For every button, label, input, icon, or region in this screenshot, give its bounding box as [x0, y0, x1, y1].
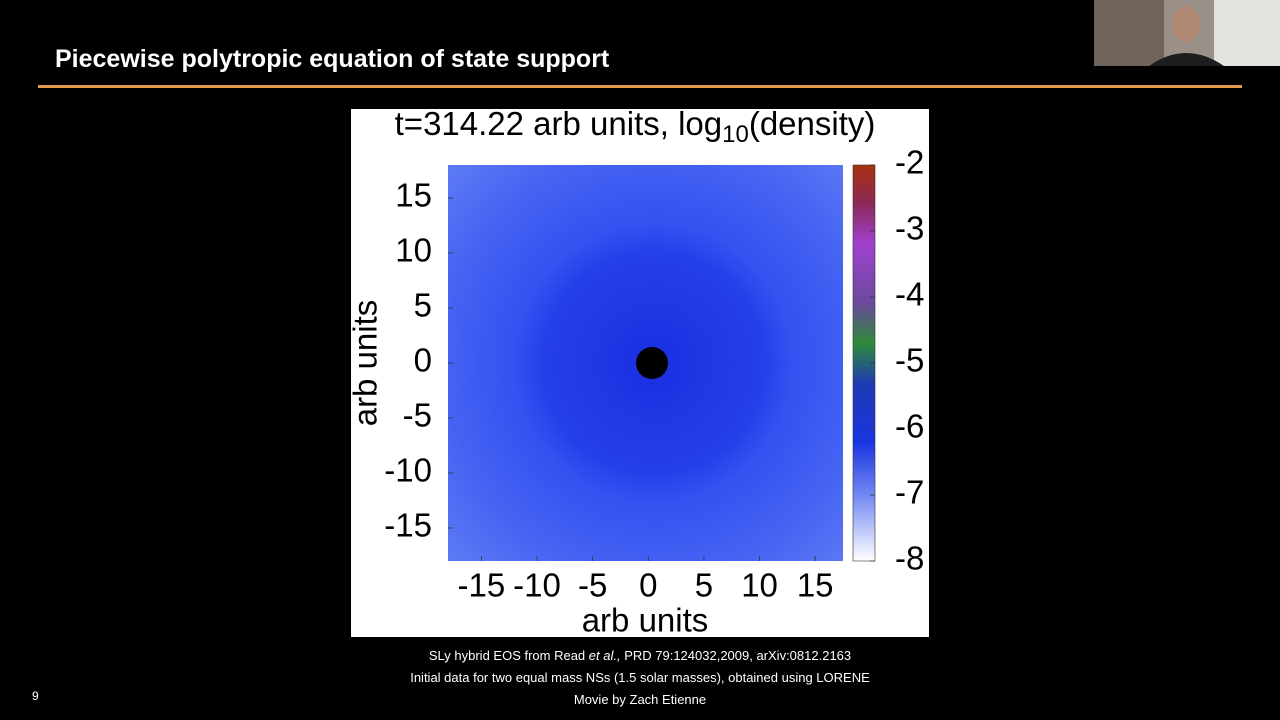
- y-tick-label: 10: [395, 232, 432, 269]
- webcam-thumbnail: [1094, 0, 1280, 66]
- x-tick-label: 5: [695, 567, 713, 604]
- colorbar-tick-label: -6: [895, 408, 924, 445]
- webcam-face: [1172, 6, 1200, 42]
- x-tick-label: -5: [578, 567, 607, 604]
- caption-text: SLy hybrid EOS from Read: [428, 648, 589, 663]
- y-tick-label: 0: [414, 342, 432, 379]
- title-rule: [38, 85, 1242, 88]
- page-number: 9: [32, 689, 39, 703]
- y-tick-label: -10: [384, 452, 432, 489]
- x-tick-label: -15: [458, 567, 506, 604]
- caption-line: Initial data for two equal mass NSs (1.5…: [410, 670, 870, 685]
- density-figure: t=314.22 arb units, log10(density) arb u…: [351, 109, 929, 637]
- webcam-shelf: [1094, 0, 1164, 66]
- title-subscript: 10: [722, 121, 749, 148]
- caption-text: PRD 79:124032,2009, arXiv:0812.2163: [620, 648, 852, 663]
- colorbar-tick-label: -2: [895, 144, 924, 181]
- colorbar-tick-label: -4: [895, 276, 924, 313]
- colorbar-tick-label: -3: [895, 210, 924, 247]
- x-axis-label: arb units: [582, 602, 709, 637]
- x-tick-label: -10: [513, 567, 561, 604]
- caption-line: SLy hybrid EOS from Read et al., PRD 79:…: [0, 648, 1280, 663]
- y-tick-label: 5: [414, 287, 432, 324]
- caption-line: Movie by Zach Etienne: [573, 692, 707, 707]
- x-tick-label: 10: [741, 567, 778, 604]
- webcam-body: [1149, 53, 1224, 66]
- y-axis-label: arb units: [351, 300, 384, 427]
- slide-title: Piecewise polytropic equation of state s…: [55, 45, 610, 73]
- y-tick-label: 15: [395, 177, 432, 214]
- y-tick-label: -5: [403, 397, 432, 434]
- figure-title: t=314.22 arb units, log10(density): [395, 109, 876, 148]
- colorbar-tick-label: -8: [895, 540, 924, 577]
- colorbar-tick-label: -7: [895, 474, 924, 511]
- x-tick-label: 15: [797, 567, 834, 604]
- title-text: (density): [749, 109, 876, 142]
- caption-italic: et al.,: [588, 648, 621, 663]
- x-tick-label: 0: [639, 567, 657, 604]
- black-hole: [636, 347, 668, 379]
- title-text: t=314.22 arb units, log: [395, 109, 723, 142]
- y-tick-label: -15: [384, 507, 432, 544]
- webcam-wall: [1214, 0, 1280, 66]
- colorbar-tick-label: -5: [895, 342, 924, 379]
